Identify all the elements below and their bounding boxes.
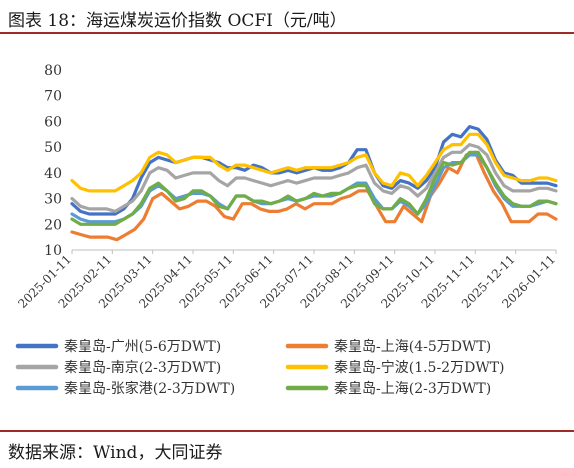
legend-label: 秦皇岛-上海(2-3万DWT): [334, 381, 491, 397]
series-line: [70, 132, 558, 193]
figure-title: 图表 18：海运煤炭运价指数 OCFI（元/吨）: [8, 11, 347, 31]
title-bar: 图表 18：海运煤炭运价指数 OCFI（元/吨）: [0, 0, 574, 34]
series-line: [70, 153, 558, 224]
source-note: 数据来源：Wind，大同证券: [8, 443, 223, 463]
source-bar: 数据来源：Wind，大同证券: [0, 430, 574, 468]
legend-label: 秦皇岛-广州(5-6万DWT): [64, 339, 221, 355]
series-line: [70, 142, 558, 213]
y-tick-label: 70: [44, 89, 62, 105]
y-tick-label: 40: [44, 166, 62, 182]
y-tick-label: 80: [44, 63, 62, 79]
chart: 10 20 30 40 50 60 70 80 2025-01-11 2025-02-11 2025…: [0, 36, 574, 428]
y-tick-label: 20: [44, 217, 62, 233]
axes: 10203040506070802025-01-112025-02-112025…: [15, 63, 558, 311]
y-tick-label: 60: [44, 114, 62, 130]
legend: 秦皇岛-广州(5-6万DWT) 秦皇岛-上海(4-5万DWT) 秦皇岛-南京(2-3…: [15, 339, 505, 397]
y-tick-label: 10: [44, 243, 62, 259]
legend-label: 秦皇岛-南京(2-3万DWT): [64, 360, 221, 376]
series-line: [70, 150, 558, 226]
legend-label: 秦皇岛-宁波(1.5-2万DWT): [334, 359, 505, 376]
y-tick-label: 50: [44, 140, 62, 156]
legend-label: 秦皇岛-上海(4-5万DWT): [334, 339, 491, 355]
series-layer: [70, 124, 558, 242]
chart-svg: 10203040506070802025-01-112025-02-112025…: [15, 63, 558, 397]
legend-label: 秦皇岛-张家港(2-3万DWT): [64, 380, 235, 397]
y-tick-label: 30: [44, 192, 62, 208]
